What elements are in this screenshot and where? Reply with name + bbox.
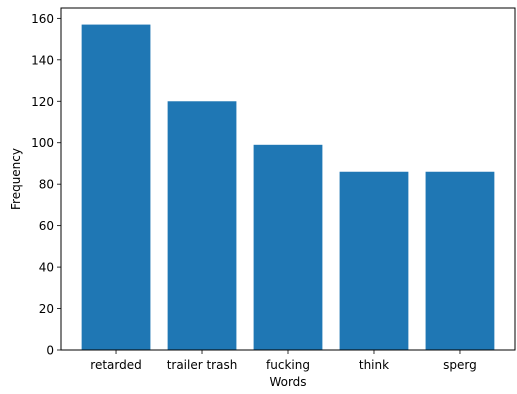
bar-think [339, 171, 409, 350]
y-axis-label: Frequency [9, 148, 23, 210]
bars-layer [81, 24, 495, 350]
y-tick-label: 80 [39, 178, 54, 192]
x-tick-label: sperg [443, 358, 477, 372]
bar-sperg [425, 171, 495, 350]
bar-fucking [253, 144, 323, 350]
x-tick-label: trailer trash [167, 358, 238, 372]
y-tick-label: 160 [31, 12, 54, 26]
bar-retarded [81, 24, 151, 350]
y-tick-label: 60 [39, 219, 54, 233]
x-tick-label: retarded [90, 358, 141, 372]
y-tick-label: 40 [39, 261, 54, 275]
y-tick-label: 20 [39, 302, 54, 316]
axes-frame [60, 7, 516, 351]
y-tick-label: 0 [46, 344, 54, 358]
x-tick-label: think [359, 358, 389, 372]
x-axis-ticks: retarded trailer trash fucking think sperg [90, 350, 477, 372]
y-axis-ticks: 0 20 40 60 80 100 120 140 160 [31, 12, 61, 358]
y-tick-label: 140 [31, 53, 54, 67]
bar-trailer-trash [167, 101, 237, 350]
x-axis-label: Words [269, 375, 306, 389]
x-tick-label: fucking [266, 358, 310, 372]
y-tick-label: 100 [31, 136, 54, 150]
y-tick-label: 120 [31, 95, 54, 109]
